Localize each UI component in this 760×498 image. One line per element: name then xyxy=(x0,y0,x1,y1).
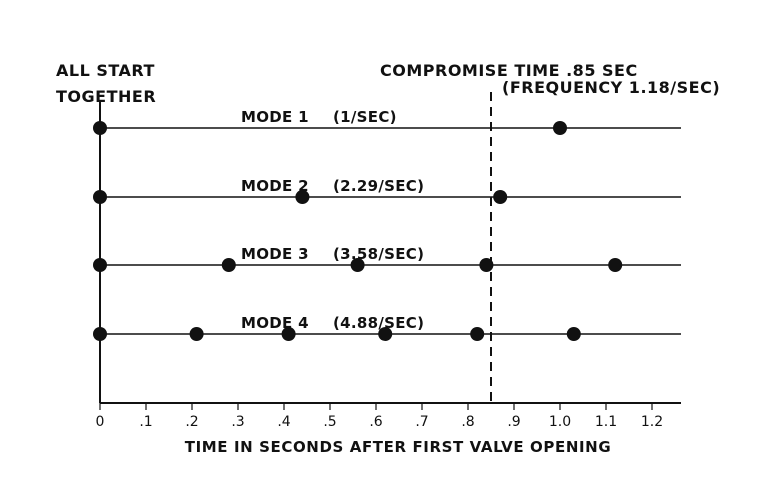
x-tick-label-3: .3 xyxy=(231,414,244,430)
x-tick-label-4: .4 xyxy=(277,414,290,430)
x-axis-label: TIME IN SECONDS AFTER FIRST VALVE OPENIN… xyxy=(185,438,612,456)
mode-2-point-3 xyxy=(493,190,508,204)
mode-4-point-1 xyxy=(93,327,107,341)
frequency-label: (FREQUENCY 1.18/SEC) xyxy=(502,78,720,97)
mode-3-point-1 xyxy=(93,258,107,272)
x-tick-label-0: 0 xyxy=(96,414,105,430)
x-tick-label-10: 1.0 xyxy=(549,414,571,430)
x-tick-label-6: .6 xyxy=(369,414,382,430)
mode-2-point-2 xyxy=(295,190,310,204)
mode-1-point-2 xyxy=(553,121,567,135)
x-tick-label-12: 1.2 xyxy=(641,414,663,430)
mode-3-point-2 xyxy=(221,258,236,272)
mode-2-rate: (2.29/SEC) xyxy=(333,177,424,195)
all-start-label-line1: ALL START xyxy=(56,61,155,80)
mode-4-rate: (4.88/SEC) xyxy=(333,314,424,332)
mode-1-rate: (1/SEC) xyxy=(333,108,397,126)
x-tick-label-1: .1 xyxy=(139,414,152,430)
mode-3-point-4 xyxy=(479,258,494,272)
mode-2-point-1 xyxy=(93,190,107,204)
chart-marks: MODE 1 (1/SEC) MODE 2 (2.29/SEC) MODE 3 (3.58… xyxy=(93,92,681,403)
mode-1-name: MODE 1 xyxy=(241,108,309,126)
mode-4-point-3 xyxy=(281,327,296,341)
mode-4-point-6 xyxy=(566,327,581,341)
x-tick-label-11: 1.1 xyxy=(595,414,617,430)
mode-3-point-5 xyxy=(608,258,623,272)
x-tick-label-9: .9 xyxy=(507,414,520,430)
compromise-time-label: COMPROMISE TIME .85 SEC xyxy=(380,61,638,80)
mode-3-name: MODE 3 xyxy=(241,245,309,263)
x-tick-label-5: .5 xyxy=(323,414,336,430)
mode-4-name: MODE 4 xyxy=(241,314,309,332)
mode-3-point-3 xyxy=(350,258,365,272)
x-tick-label-8: .8 xyxy=(461,414,474,430)
x-tick-label-7: .7 xyxy=(415,414,428,430)
mode-4-point-2 xyxy=(189,327,204,341)
mode-3-rate: (3.58/SEC) xyxy=(333,245,424,263)
mode-4-point-5 xyxy=(470,327,485,341)
mode-1-point-1 xyxy=(93,121,107,135)
x-axis-ticks: 0 .1 .2 .3 .4 .5 .6 .7 .8 .9 1.0 1.1 1.2 xyxy=(96,403,663,430)
mode-2-name: MODE 2 xyxy=(241,177,309,195)
all-start-label-line2: TOGETHER xyxy=(56,87,156,106)
x-tick-label-2: .2 xyxy=(185,414,198,430)
mode-4-point-4 xyxy=(378,327,393,341)
